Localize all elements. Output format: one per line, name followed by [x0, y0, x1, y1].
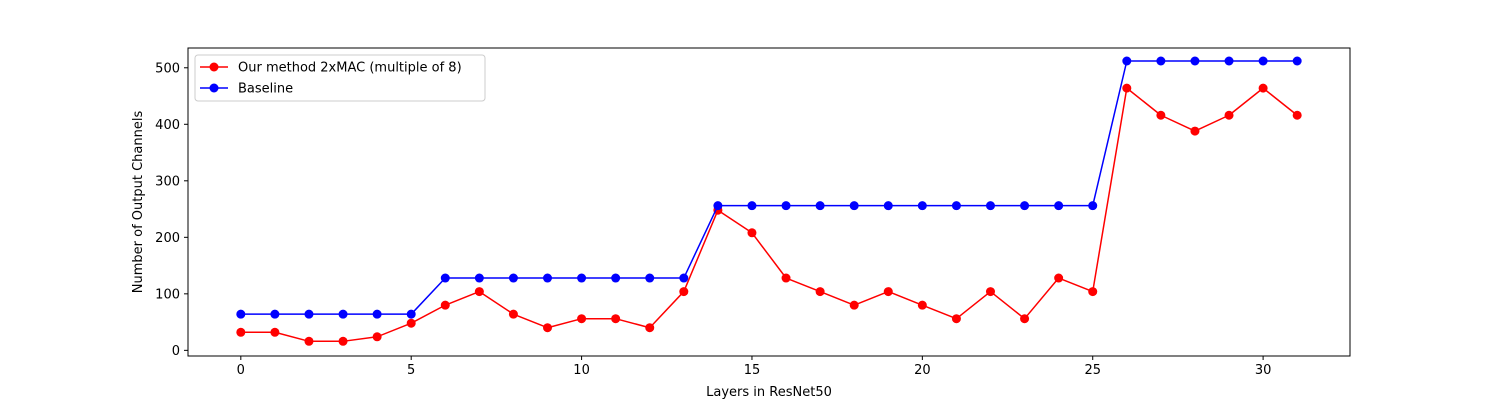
y-tick-label: 100: [155, 287, 180, 302]
data-point-ours: [1122, 83, 1132, 93]
data-point-ours: [474, 287, 484, 297]
y-tick-label: 400: [155, 118, 180, 133]
data-point-baseline: [713, 201, 723, 211]
data-point-ours: [679, 287, 689, 297]
legend: Our method 2xMAC (multiple of 8) Baselin…: [194, 54, 486, 102]
data-point-baseline: [1020, 201, 1030, 211]
data-point-ours: [781, 273, 791, 283]
data-point-baseline: [270, 309, 280, 319]
data-point-ours: [849, 300, 859, 310]
data-point-ours: [645, 323, 655, 333]
x-tick-label: 5: [407, 363, 415, 378]
y-tick-label: 500: [155, 61, 180, 76]
data-point-ours: [338, 336, 348, 346]
data-point-ours: [1054, 273, 1064, 283]
x-tick-label: 25: [1084, 363, 1101, 378]
x-tick-label: 10: [573, 363, 590, 378]
data-point-ours: [304, 336, 314, 346]
y-tick-label: 200: [155, 231, 180, 246]
data-point-ours: [1020, 314, 1030, 324]
data-point-ours: [1088, 287, 1098, 297]
data-point-ours: [1258, 83, 1268, 93]
data-point-baseline: [1292, 56, 1302, 66]
data-point-baseline: [1224, 56, 1234, 66]
data-point-baseline: [747, 201, 757, 211]
y-tick-label: 300: [155, 174, 180, 189]
data-point-baseline: [338, 309, 348, 319]
data-point-ours: [1292, 110, 1302, 120]
data-point-ours: [440, 300, 450, 310]
data-point-baseline: [985, 201, 995, 211]
data-point-ours: [236, 327, 246, 337]
x-tick-label: 30: [1255, 363, 1272, 378]
data-point-baseline: [236, 309, 246, 319]
data-point-ours: [372, 332, 382, 342]
data-point-ours: [577, 314, 587, 324]
data-point-ours: [1156, 110, 1166, 120]
x-axis-title: Layers in ResNet50: [706, 385, 832, 400]
data-point-baseline: [440, 273, 450, 283]
data-point-baseline: [474, 273, 484, 283]
legend-marker-ours: [209, 62, 219, 72]
data-point-baseline: [645, 273, 655, 283]
data-point-baseline: [815, 201, 825, 211]
x-axis: 0 5 10 15 20 25 30: [237, 356, 1272, 378]
data-point-baseline: [1054, 201, 1064, 211]
legend-marker-baseline: [209, 83, 219, 93]
series-layer: [236, 56, 1302, 346]
data-point-baseline: [917, 201, 927, 211]
data-point-ours: [543, 323, 553, 333]
data-point-ours: [508, 309, 518, 319]
data-point-baseline: [1122, 56, 1132, 66]
data-point-baseline: [679, 273, 689, 283]
data-point-baseline: [883, 201, 893, 211]
data-point-ours: [406, 318, 416, 328]
x-tick-label: 15: [744, 363, 761, 378]
data-point-ours: [951, 314, 961, 324]
x-tick-label: 0: [237, 363, 245, 378]
data-point-baseline: [1190, 56, 1200, 66]
series-line-baseline: [240, 60, 1298, 315]
data-point-ours: [985, 287, 995, 297]
data-point-baseline: [304, 309, 314, 319]
plot-frame: [187, 47, 1351, 357]
data-point-baseline: [611, 273, 621, 283]
data-point-baseline: [1088, 201, 1098, 211]
data-point-baseline: [849, 201, 859, 211]
data-point-baseline: [577, 273, 587, 283]
data-point-ours: [815, 287, 825, 297]
data-point-ours: [883, 287, 893, 297]
data-point-ours: [611, 314, 621, 324]
series-line-ours: [240, 87, 1298, 343]
legend-label-ours: Our method 2xMAC (multiple of 8): [238, 61, 462, 76]
data-point-baseline: [406, 309, 416, 319]
data-point-ours: [747, 228, 757, 238]
data-point-ours: [1190, 126, 1200, 136]
data-point-baseline: [951, 201, 961, 211]
x-tick-label: 20: [914, 363, 931, 378]
legend-label-baseline: Baseline: [238, 82, 293, 97]
y-axis-title: Number of Output Channels: [131, 111, 146, 294]
legend-box: [194, 54, 486, 102]
data-point-baseline: [543, 273, 553, 283]
data-point-baseline: [372, 309, 382, 319]
y-tick-label: 0: [172, 344, 180, 359]
data-point-baseline: [1258, 56, 1268, 66]
y-axis: 0 100 200 300 400 500: [155, 61, 188, 359]
data-point-ours: [917, 300, 927, 310]
data-point-baseline: [1156, 56, 1166, 66]
data-point-ours: [1224, 110, 1234, 120]
data-point-ours: [270, 327, 280, 337]
data-point-baseline: [508, 273, 518, 283]
data-point-baseline: [781, 201, 791, 211]
